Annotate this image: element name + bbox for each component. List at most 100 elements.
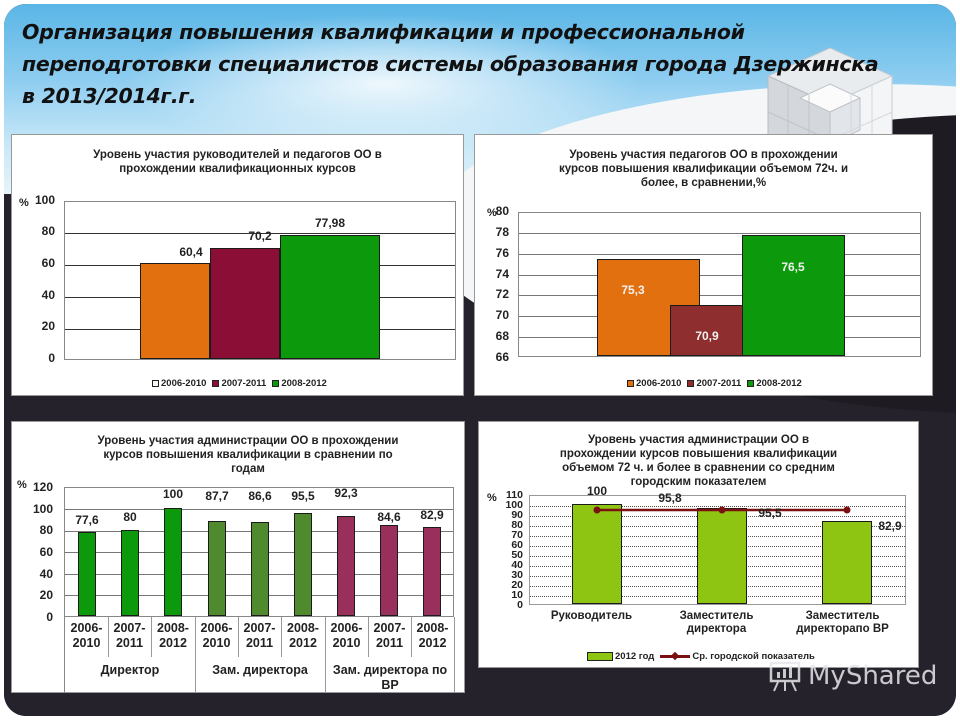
chart-4-plot-area: 100 95,8 95,5 82,9 [529, 484, 906, 605]
gridline [65, 233, 455, 234]
legend-label: 2007-2011 [221, 378, 267, 389]
category-line: 2010 [332, 636, 361, 650]
chart-3-bar [121, 530, 139, 616]
category-line: директорапо ВР [796, 623, 889, 635]
chart-3-ytick: 40 [39, 567, 53, 581]
chart-1-ytick: 100 [34, 193, 55, 207]
chart-1-panel: Уровень участия руководителей и педагого… [11, 134, 464, 396]
chart-3-bar-label: 86,6 [248, 489, 272, 503]
chart-3-category-axis: 2006- 2010 2007- 2011 2008- 2012 2006- 2010 … [64, 617, 455, 693]
legend-swatch-icon [627, 380, 634, 387]
chart-2-legend: 2006-2010 2007-2011 2008-2012 [627, 378, 802, 389]
category-line: 2007- [373, 621, 406, 635]
separator [195, 617, 196, 693]
chart-3-bar-label: 87,7 [205, 489, 229, 503]
legend-item: 2008-2012 [747, 378, 802, 389]
chart-3-y-unit: % [17, 479, 27, 491]
watermark: MyShared [768, 660, 937, 692]
separator [151, 617, 152, 657]
category-line: 2012 [159, 636, 187, 650]
category-line: 2008- [416, 621, 449, 635]
chart-4-ytick: 10 [511, 589, 523, 601]
chart-2-title-line: курсов повышения квалификации объемом 72… [558, 163, 849, 175]
chart-4-bar-label: 95,5 [758, 506, 782, 520]
legend-swatch-icon [687, 380, 695, 387]
chart-4-title: Уровень участия администрации ОО в прохо… [479, 433, 918, 489]
slide-title: Организация повышения квалификации и про… [22, 16, 942, 112]
chart-3-bar [164, 508, 182, 616]
chart-3-title: Уровень участия администрации ОО в прохо… [22, 434, 474, 476]
chart-3-title-line: годам [231, 463, 265, 475]
chart-2-ytick: 70 [495, 308, 509, 322]
category-line: 2008- [287, 621, 319, 635]
chart-2-ytick: 74 [495, 267, 509, 281]
chart-2-ytick: 66 [495, 350, 509, 364]
category-line: 2012 [289, 636, 317, 650]
chart-4-title-line: объемом 72 ч. и более в сравнении со сре… [562, 462, 835, 474]
legend-item: 2006-2010 [152, 378, 206, 389]
category-line: 2012 [418, 636, 447, 650]
chart-2-bar-label: 75,3 [621, 283, 645, 297]
chart-4-ytick: 70 [511, 529, 523, 541]
chart-2-plot-area: 75,3 70,9 76,5 [518, 212, 921, 357]
chart-2-bar-2007-2011 [670, 305, 743, 356]
category-line: Заместитель [805, 610, 880, 622]
chart-3-category-label: 2008- 2012 [411, 621, 454, 651]
chart-1-bar-label: 60,4 [179, 245, 203, 259]
category-line: 2010 [72, 636, 101, 650]
separator [325, 617, 326, 693]
gridline [530, 506, 905, 507]
legend-swatch-icon [272, 380, 280, 387]
category-line: 2007- [243, 621, 276, 635]
chart-2-title: Уровень участия педагогов ОО в прохожден… [475, 148, 932, 190]
chart-4-bar-label: 82,9 [878, 519, 902, 533]
chart-1-y-unit: % [19, 197, 29, 209]
chart-1-ytick: 40 [41, 288, 55, 302]
legend-swatch-icon [747, 380, 755, 387]
chart-3-group-label: Зам. директора [212, 663, 308, 677]
legend-label: 2008-2012 [281, 378, 327, 389]
category-line: 2006- [70, 621, 103, 635]
chart-2-ytick: 72 [495, 287, 509, 301]
chart-1-bar-2006-2010 [140, 263, 210, 359]
chart-2-ytick: 80 [495, 204, 509, 218]
legend-label: 2006-2010 [636, 378, 682, 389]
chart-1-bar-2008-2012 [280, 235, 380, 359]
legend-label: 2007-2011 [696, 378, 742, 389]
chart-4-ytick: 40 [511, 559, 523, 571]
chart-2-y-unit: % [487, 207, 497, 219]
chart-3-category-label: 2007- 2011 [368, 621, 411, 651]
chart-3-bar [78, 532, 96, 616]
chart-3-category-label: 2006- 2010 [65, 621, 108, 651]
chart-4-bar-label: 100 [586, 484, 608, 498]
chart-4-ytick: 60 [511, 539, 523, 551]
chart-1-plot-area: 60,4 70,2 77,98 [64, 201, 456, 360]
chart-1-bar-label: 70,2 [248, 229, 272, 243]
chart-3-bar-label: 84,6 [377, 510, 401, 524]
chart-4-bar-rukovoditel [572, 504, 622, 604]
chart-1-ytick: 20 [41, 319, 55, 333]
chart-3-bar [294, 513, 312, 616]
chart-4-ytick: 90 [511, 509, 523, 521]
legend-item: 2007-2011 [212, 378, 266, 389]
gridline [519, 233, 920, 234]
category-line: 2008- [157, 621, 189, 635]
legend-item: 2007-2011 [687, 378, 741, 389]
chart-3-bar-label: 100 [162, 487, 184, 501]
chart-2-ytick: 68 [495, 329, 509, 343]
chart-3-bar [208, 521, 226, 616]
chart-1-title-line: прохождении квалификационных курсов [119, 163, 356, 175]
category-line: 2007- [113, 621, 146, 635]
category-line: 2011 [375, 636, 404, 650]
chart-1-ytick: 0 [48, 351, 55, 365]
chart-1-title: Уровень участия руководителей и педагого… [12, 148, 463, 176]
chart-3-category-label: 2006- 2010 [325, 621, 368, 651]
chart-4-ytick: 100 [505, 499, 523, 511]
chart-4-ytick: 0 [517, 599, 523, 611]
chart-2-panel: Уровень участия педагогов ОО в прохожден… [474, 134, 933, 396]
chart-4-title-line: Уровень участия администрации ОО в [587, 434, 810, 446]
chart-4-ytick: 80 [511, 519, 523, 531]
legend-item: Ср. городской показатель [660, 651, 815, 662]
chart-2-ytick: 78 [495, 225, 509, 239]
chart-4-panel: Уровень участия администрации ОО в прохо… [478, 421, 919, 668]
